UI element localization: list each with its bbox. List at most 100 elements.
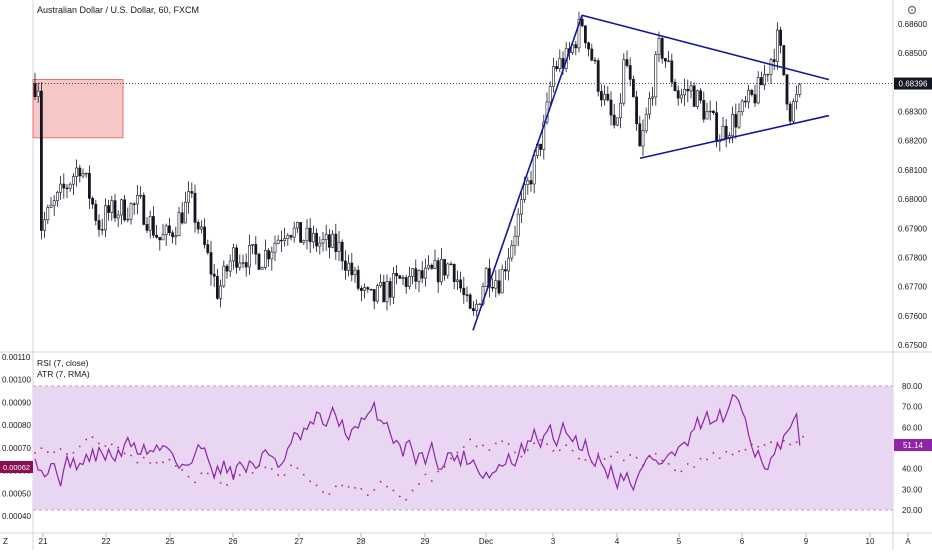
candle-body [203,226,207,245]
candle-body [513,235,517,246]
candle-body [731,114,735,137]
candle-body [788,103,792,122]
atr-point [245,471,248,473]
candle-body [795,94,799,102]
atr-point [98,442,100,445]
atr-point [462,446,465,448]
atr-point [72,451,75,454]
triangle-upper-line[interactable] [581,14,830,81]
candle-body [295,222,299,229]
time-tick-label: 9 [804,537,809,546]
candle-body [142,194,146,225]
atr-value-label: 0.00062 [3,463,30,472]
atr-tick-label: 0.00070 [2,444,31,453]
atr-point [206,472,209,475]
candle-body [449,263,453,266]
candle-body [644,113,648,132]
time-tick-label: 28 [357,537,366,546]
price-tick-label: 0.67600 [898,312,927,321]
atr-point [392,489,395,492]
candle-body [753,94,757,104]
atr-point [482,444,484,447]
candle-body [407,276,411,287]
candle-body [654,54,658,98]
gear-icon[interactable] [907,5,917,15]
atr-point [706,458,708,461]
candle-body [136,195,139,205]
triangle-lower-line[interactable] [639,114,830,160]
candle-body [635,96,639,125]
candle-body [539,143,543,150]
candle-body [673,81,677,91]
rsi-value-badge [894,439,932,451]
candle-body [411,268,415,277]
candle-body [583,25,587,44]
time-axis-corner: Z [3,537,8,546]
atr-point [85,438,88,441]
rally-trendline[interactable] [472,14,583,331]
atr-point [226,484,228,486]
candle-body [385,281,389,303]
candle-body [532,155,536,185]
atr-point [686,462,689,465]
atr-point [251,471,254,474]
candle-body [471,308,475,312]
atr-point [494,442,497,445]
candle-body [443,259,447,276]
supply-zone[interactable] [32,79,124,139]
candle-body [657,38,661,55]
candle-body [340,241,344,262]
candle-body [452,264,456,282]
price-tick-label: 0.67500 [898,341,927,350]
candle-body [721,125,725,141]
atr-point [635,456,638,459]
time-tick-label: 21 [39,537,48,546]
atr-point [782,439,785,442]
candle-body [686,88,690,92]
atr-point [66,453,68,455]
candle-body [446,263,450,276]
candle-body [244,262,248,268]
atr-point [219,481,222,484]
candle-body [97,220,101,230]
price-tick-label: 0.68600 [898,20,927,29]
candle-body [756,77,760,104]
candle-body [299,222,303,243]
candle-body [372,289,376,302]
time-tick-label: 4 [615,537,620,546]
current-price-label: 0.68396 [899,80,928,89]
atr-point [59,448,62,450]
atr-point [533,442,536,445]
atr-point [738,450,740,453]
atr-point [539,439,542,441]
candle-body [465,294,469,296]
atr-tick-label: 0.00110 [2,353,31,362]
atr-point [731,453,734,456]
atr-point [46,451,49,453]
candle-body [353,269,357,276]
price-tick-label: 0.67800 [898,253,927,262]
candle-body [683,88,687,96]
candle-body [750,89,754,95]
candle-body [356,269,360,289]
candle-body [663,58,667,62]
rsi-tick-label: 60.00 [902,423,923,432]
price-tick-label: 0.68300 [898,108,927,117]
candle-body [455,279,459,282]
candle-body [148,216,152,231]
atr-point [520,455,523,458]
candle-body [519,199,523,215]
atr-legend: ATR (7, RMA) [37,369,90,379]
candle-body [430,264,434,269]
candle-body [260,267,264,270]
atr-point [411,489,414,492]
candle-body [414,268,418,282]
time-tick-label: 6 [740,537,745,546]
candle-body [404,277,408,287]
atr-point [200,472,203,475]
atr-point [117,446,120,449]
candle-body [782,45,786,76]
time-tick-label: 5 [677,537,682,546]
